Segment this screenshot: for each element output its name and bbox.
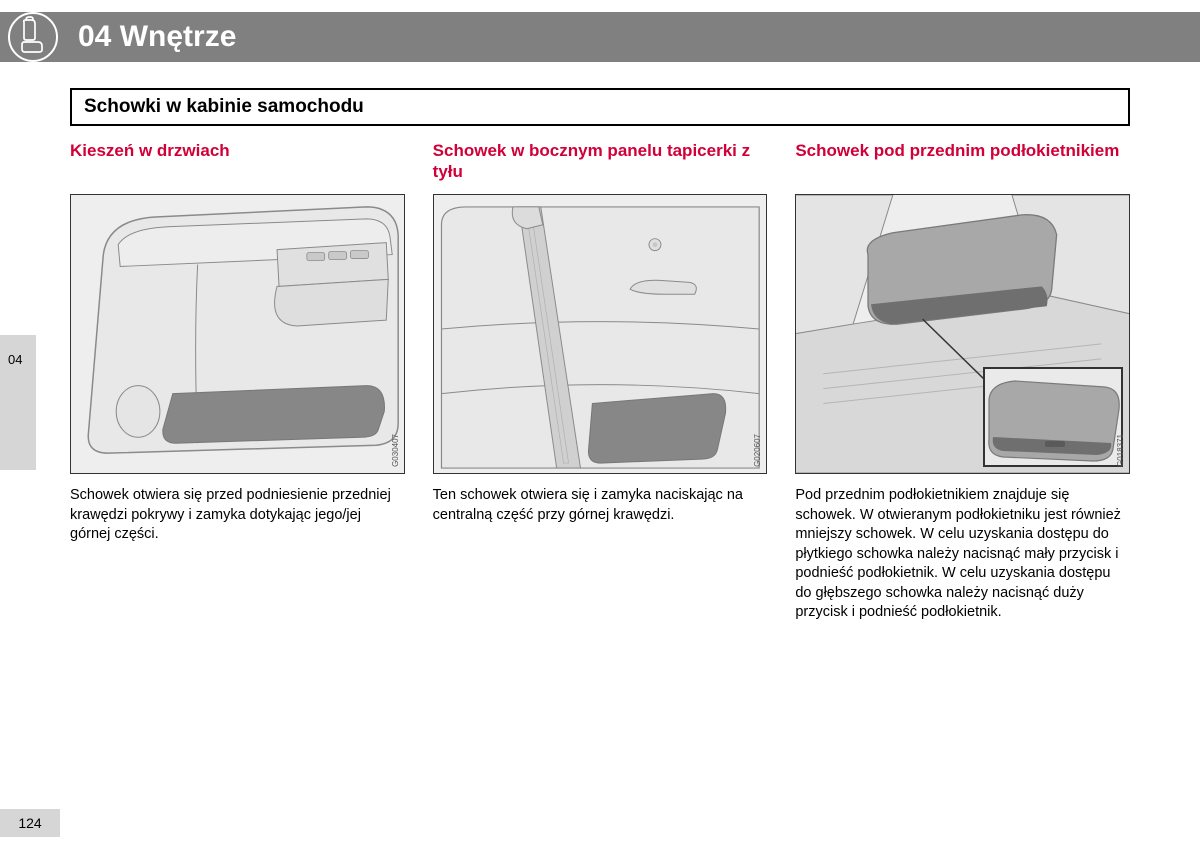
chapter-header: 04 Wnętrze (0, 12, 1200, 62)
section-title-box: Schowki w kabinie samochodu (70, 88, 1130, 126)
column-armrest: Schowek pod przednim podłokietnikiem (795, 140, 1130, 623)
column-heading: Schowek pod przednim podłokietnikiem (795, 140, 1130, 184)
content-columns: Kieszeń w drzwiach (70, 140, 1130, 623)
page-number: 124 (18, 815, 41, 831)
figure-door-pocket: G030407 (70, 194, 405, 474)
figure-code: G020607 (753, 434, 762, 467)
column-door-pocket: Kieszeń w drzwiach (70, 140, 405, 623)
column-body: Pod przednim podłokietnikiem znajduje si… (795, 486, 1130, 623)
page-number-box: 124 (0, 809, 60, 837)
figure-rear-panel: G020607 (433, 194, 768, 474)
figure-code: G018371 (1116, 434, 1125, 467)
column-body: Ten schowek otwiera się i zamyka naciska… (433, 486, 768, 525)
figure-armrest: G018371 (795, 194, 1130, 474)
figure-code: G030407 (391, 434, 400, 467)
seat-icon (8, 12, 58, 62)
chapter-title: 04 Wnętrze (78, 20, 236, 54)
figure-inset (983, 367, 1123, 467)
column-body: Schowek otwiera się przed podniesienie p… (70, 486, 405, 545)
side-tab-label: 04 (8, 352, 22, 367)
section-title: Schowki w kabinie samochodu (84, 96, 1116, 118)
column-heading: Schowek w bocznym panelu tapicerki z tył… (433, 140, 768, 184)
column-heading: Kieszeń w drzwiach (70, 140, 405, 184)
column-rear-panel: Schowek w bocznym panelu tapicerki z tył… (433, 140, 768, 623)
